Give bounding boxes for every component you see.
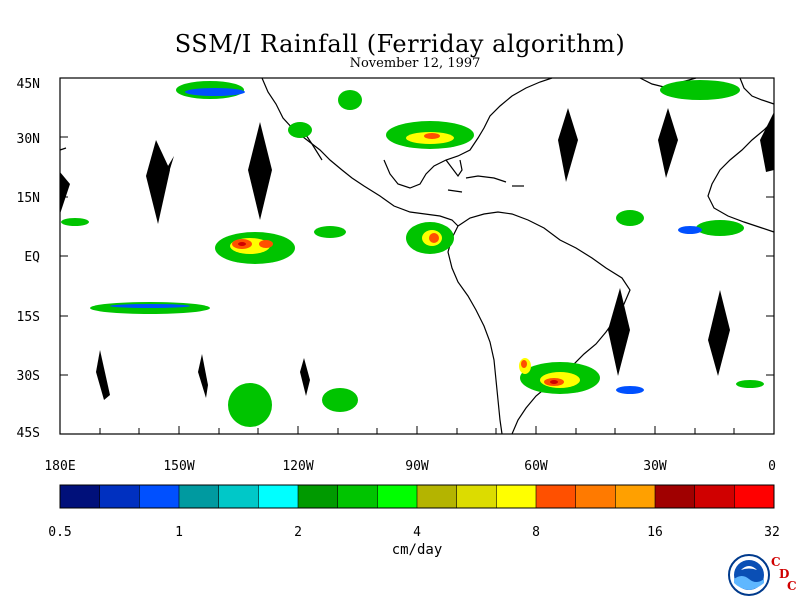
lat-ticks (60, 77, 774, 435)
cdc-letter: D (779, 567, 790, 581)
colorbar-tick-label: 4 (413, 525, 421, 540)
colorbar (59, 484, 775, 509)
colorbar-swatch (417, 485, 458, 508)
lat-label: EQ (24, 250, 40, 265)
lon-label: 120W (282, 459, 313, 474)
lon-label: 150W (163, 459, 194, 474)
colorbar-swatch (615, 485, 656, 508)
map-title: SSM/I Rainfall (Ferriday algorithm) (174, 30, 626, 58)
colorbar-swatch (258, 485, 299, 508)
colorbar-unit-label: cm/day (391, 542, 443, 558)
lat-label: 45S (17, 426, 40, 441)
colorbar-swatch (456, 485, 497, 508)
missing-data-gaps (60, 108, 774, 400)
colorbar-swatch (99, 485, 140, 508)
lon-label: 180E (44, 459, 75, 474)
lat-label: 30N (17, 132, 40, 147)
lon-label: 30W (643, 459, 667, 474)
colorbar-swatch (496, 485, 537, 508)
colorbar-swatch (575, 485, 616, 508)
colorbar-tick-label: 2 (294, 525, 302, 540)
colorbar-swatch (655, 485, 696, 508)
colorbar-swatch (694, 485, 735, 508)
lat-label: 45N (17, 77, 40, 92)
colorbar-tick-label: 8 (532, 525, 540, 540)
noaa-emblem-icon (728, 554, 770, 596)
lon-ticks (59, 426, 775, 434)
map-subtitle: November 12, 1997 (349, 56, 481, 71)
colorbar-swatch (218, 485, 259, 508)
colorbar-swatch (734, 485, 775, 508)
lat-label: 15N (17, 191, 40, 206)
lon-label: 0 (768, 459, 776, 474)
lat-label: 15S (17, 310, 40, 325)
colorbar-swatch (377, 485, 418, 508)
lat-label: 30S (17, 369, 40, 384)
colorbar-tick-label: 1 (175, 525, 183, 540)
colorbar-swatch (60, 485, 101, 508)
rainfall-patches (61, 80, 764, 427)
noaa-logo: C D C (727, 553, 797, 597)
colorbar-swatch (139, 485, 180, 508)
colorbar-swatch (179, 485, 220, 508)
cdc-letter: C (771, 555, 781, 569)
colorbar-tick-label: 32 (764, 525, 780, 540)
colorbar-swatch (298, 485, 339, 508)
lon-label: 60W (524, 459, 548, 474)
colorbar-ticks: 0.5 1 2 4 8 16 32 (48, 525, 780, 540)
colorbar-swatch (337, 485, 378, 508)
cdc-letter: C (787, 579, 797, 593)
colorbar-tick-label: 16 (647, 525, 663, 540)
colorbar-tick-label: 0.5 (48, 525, 71, 540)
lon-label: 90W (405, 459, 429, 474)
colorbar-swatch (536, 485, 577, 508)
